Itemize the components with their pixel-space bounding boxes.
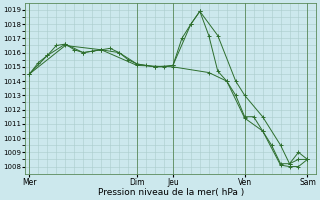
X-axis label: Pression niveau de la mer( hPa ): Pression niveau de la mer( hPa ) bbox=[98, 188, 244, 197]
